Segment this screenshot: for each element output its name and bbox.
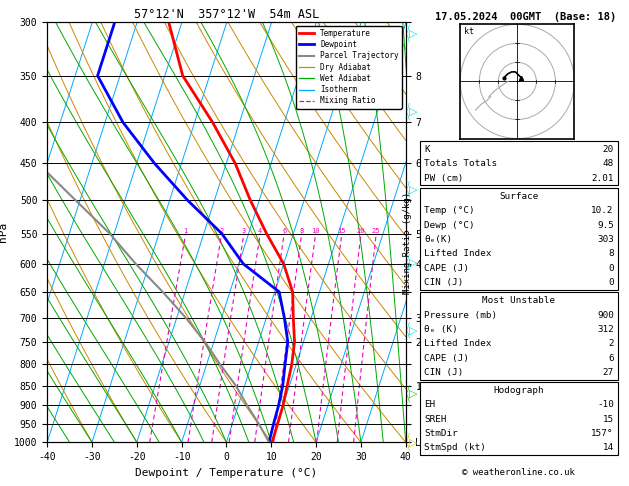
Text: 8: 8 (608, 249, 614, 258)
Text: StmSpd (kt): StmSpd (kt) (424, 443, 486, 452)
Text: PW (cm): PW (cm) (424, 174, 464, 183)
Text: 0: 0 (608, 278, 614, 287)
Text: ▷: ▷ (409, 107, 418, 117)
Text: θₑ (K): θₑ (K) (424, 325, 458, 334)
Text: /: / (407, 321, 409, 330)
Y-axis label: km
ASL: km ASL (436, 223, 457, 241)
Text: \: \ (407, 331, 409, 340)
Legend: Temperature, Dewpoint, Parcel Trajectory, Dry Adiabat, Wet Adiabat, Isotherm, Mi: Temperature, Dewpoint, Parcel Trajectory… (296, 26, 402, 108)
Text: Lifted Index: Lifted Index (424, 249, 491, 258)
Text: 6: 6 (282, 227, 286, 233)
Text: 48: 48 (603, 159, 614, 168)
Text: \: \ (407, 443, 409, 451)
Text: \: \ (407, 35, 409, 43)
Text: 1: 1 (184, 227, 188, 233)
Title: 57°12'N  357°12'W  54m ASL: 57°12'N 357°12'W 54m ASL (134, 8, 319, 21)
Text: -10: -10 (597, 400, 614, 409)
Text: \: \ (407, 112, 409, 121)
Text: 157°: 157° (591, 429, 614, 438)
Text: 3: 3 (242, 227, 246, 233)
Y-axis label: hPa: hPa (0, 222, 8, 242)
Text: ▷: ▷ (409, 29, 418, 39)
Text: Most Unstable: Most Unstable (482, 296, 555, 305)
Text: 25: 25 (372, 227, 381, 233)
Text: 8: 8 (299, 227, 304, 233)
Text: Lifted Index: Lifted Index (424, 339, 491, 348)
Text: 2.01: 2.01 (591, 174, 614, 183)
Text: /: / (407, 180, 409, 189)
Text: /: / (407, 253, 409, 262)
Text: EH: EH (424, 400, 435, 409)
Text: /: / (407, 433, 409, 442)
Text: © weatheronline.co.uk: © weatheronline.co.uk (462, 468, 576, 477)
Text: Surface: Surface (499, 192, 538, 201)
Text: 20: 20 (603, 145, 614, 154)
Text: \: \ (407, 263, 409, 272)
Text: 6: 6 (608, 353, 614, 363)
Text: ▷: ▷ (409, 437, 418, 447)
Text: 303: 303 (597, 235, 614, 244)
Text: 20: 20 (357, 227, 365, 233)
Text: CAPE (J): CAPE (J) (424, 353, 469, 363)
Text: 27: 27 (603, 368, 614, 377)
Text: StmDir: StmDir (424, 429, 458, 438)
Text: /: / (407, 25, 409, 34)
Text: ▷: ▷ (409, 326, 418, 335)
Text: 900: 900 (597, 311, 614, 319)
Text: 0: 0 (608, 263, 614, 273)
X-axis label: Dewpoint / Temperature (°C): Dewpoint / Temperature (°C) (135, 468, 318, 478)
Text: 10.2: 10.2 (591, 206, 614, 215)
Text: K: K (424, 145, 430, 154)
Text: 312: 312 (597, 325, 614, 334)
Text: \: \ (407, 394, 409, 403)
Text: Hodograph: Hodograph (493, 386, 544, 395)
Text: ▷: ▷ (409, 258, 418, 267)
Text: CIN (J): CIN (J) (424, 368, 464, 377)
Text: Dewp (°C): Dewp (°C) (424, 221, 474, 229)
Text: kt: kt (464, 27, 474, 36)
Text: SREH: SREH (424, 415, 447, 424)
Text: 17.05.2024  00GMT  (Base: 18): 17.05.2024 00GMT (Base: 18) (435, 12, 616, 22)
Text: CIN (J): CIN (J) (424, 278, 464, 287)
Text: /: / (407, 103, 409, 111)
Text: ▷: ▷ (409, 389, 418, 399)
Text: 10: 10 (311, 227, 320, 233)
Text: CAPE (J): CAPE (J) (424, 263, 469, 273)
Text: \: \ (407, 190, 409, 199)
Text: 14: 14 (603, 443, 614, 452)
Text: 9.5: 9.5 (597, 221, 614, 229)
Text: Mixing Ratio (g/kg): Mixing Ratio (g/kg) (403, 192, 412, 294)
Text: 15: 15 (338, 227, 346, 233)
Text: /: / (407, 384, 409, 393)
Text: Temp (°C): Temp (°C) (424, 206, 474, 215)
Text: θₑ(K): θₑ(K) (424, 235, 452, 244)
Text: 4: 4 (258, 227, 262, 233)
Text: 2: 2 (608, 339, 614, 348)
Text: 15: 15 (603, 415, 614, 424)
Text: Pressure (mb): Pressure (mb) (424, 311, 497, 319)
Text: Totals Totals: Totals Totals (424, 159, 497, 168)
Text: 2: 2 (220, 227, 224, 233)
Text: ▷: ▷ (409, 185, 418, 194)
